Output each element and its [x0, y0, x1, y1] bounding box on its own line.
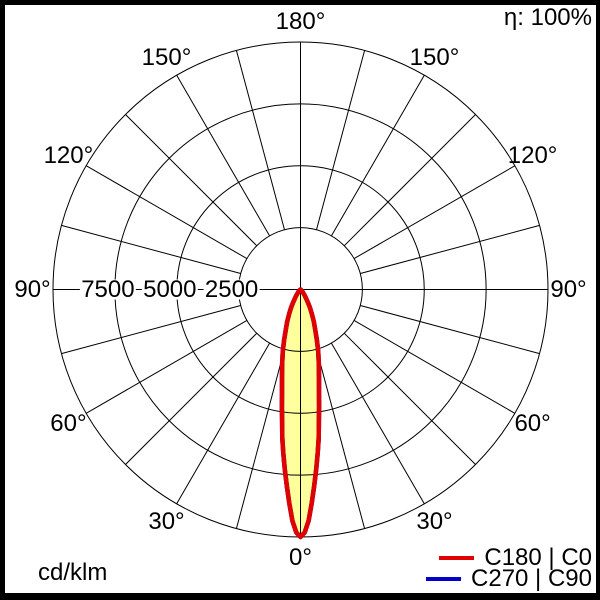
- grid-spoke: [125, 332, 258, 465]
- angle-label: 120°: [44, 142, 94, 169]
- angle-label: 120°: [508, 142, 558, 169]
- angle-label: 0°: [289, 544, 312, 571]
- ring-label-plate: [79, 279, 136, 300]
- legend-swatch-blue-line: [426, 576, 462, 581]
- angle-label: 30°: [416, 508, 452, 535]
- grid-spoke: [235, 50, 285, 230]
- grid-spoke: [330, 74, 425, 237]
- grid-spoke: [316, 349, 366, 529]
- legend-swatch-red-line: [439, 555, 475, 560]
- ring-label: 7500: [81, 276, 134, 303]
- ring-label: 2500: [205, 276, 258, 303]
- grid-spoke: [85, 319, 248, 414]
- angle-label: 150°: [410, 44, 460, 71]
- angle-label: 90°: [550, 276, 586, 303]
- legend-label-c270-c90: C270 | C90: [471, 564, 592, 592]
- beam-curves: [279, 287, 322, 540]
- grid-spoke: [61, 305, 241, 355]
- beam-curve: [279, 287, 322, 540]
- legend-item-c180-c0: C180 | C0: [439, 543, 592, 571]
- grid-spoke: [235, 349, 285, 529]
- ring-label-plate: [203, 279, 260, 300]
- grid-spoke: [353, 165, 516, 260]
- ring-labels: 7500 5000 2500: [79, 276, 260, 303]
- legend-item-c270-c90: C270 | C90: [426, 564, 592, 592]
- grid-spoke: [330, 342, 425, 505]
- grid-spoke: [316, 50, 366, 230]
- grid-spoke: [176, 74, 271, 237]
- angle-label: 60°: [514, 410, 550, 437]
- angle-label: 30°: [148, 508, 184, 535]
- grid-spoke: [125, 114, 258, 247]
- angle-label: 90°: [14, 276, 50, 303]
- angle-label: 150°: [142, 44, 192, 71]
- grid-spoke: [85, 165, 248, 260]
- angle-label: 180°: [276, 8, 326, 35]
- legend-label-c180-c0: C180 | C0: [484, 543, 592, 571]
- grid-spoke: [353, 319, 516, 414]
- unit-label: cd/klm: [38, 559, 108, 586]
- grid-spoke: [360, 224, 540, 274]
- ring-label-plate: [141, 279, 198, 300]
- angle-labels: 0° 30° 30° 60° 60° 90° 90° 120° 120° 150° 150° 180°: [14, 8, 586, 571]
- legend: C180 | C0 C270 | C90: [426, 543, 592, 592]
- grid-spoke: [360, 305, 540, 355]
- grid-spoke: [176, 342, 271, 505]
- ring-label: 5000: [143, 276, 196, 303]
- grid-spoke: [343, 332, 476, 465]
- angle-label: 60°: [50, 410, 86, 437]
- grid-spoke: [343, 114, 476, 247]
- efficiency-label: η: 100%: [503, 4, 592, 31]
- grid-spoke: [61, 224, 241, 274]
